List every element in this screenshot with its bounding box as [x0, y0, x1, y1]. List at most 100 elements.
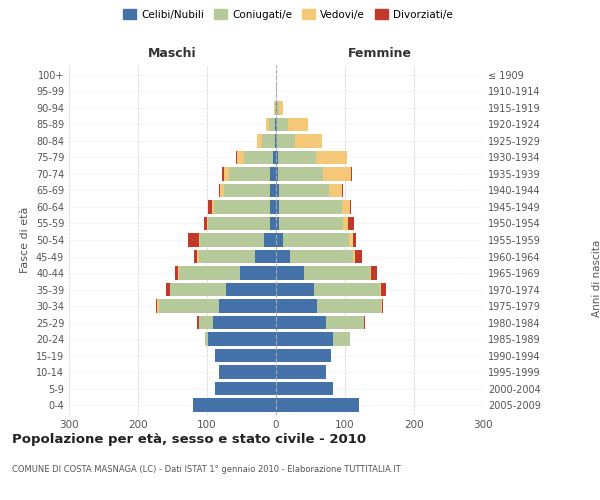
Bar: [276, 366, 326, 378]
Bar: [277, 118, 288, 131]
Bar: [276, 217, 280, 230]
Bar: [276, 234, 283, 246]
Bar: [276, 134, 277, 147]
Bar: [332, 332, 350, 345]
Legend: Celibi/Nubili, Coniugati/e, Vedovi/e, Divorziati/e: Celibi/Nubili, Coniugati/e, Vedovi/e, Di…: [119, 5, 457, 24]
Bar: [276, 85, 277, 98]
Bar: [207, 217, 208, 230]
Bar: [381, 300, 382, 312]
Text: COMUNE DI COSTA MASNAGA (LC) - Dati ISTAT 1° gennaio 2010 - Elaborazione TUTTITA: COMUNE DI COSTA MASNAGA (LC) - Dati ISTA…: [12, 466, 401, 474]
Bar: [224, 168, 229, 180]
Bar: [205, 332, 208, 345]
Bar: [277, 102, 280, 114]
Bar: [220, 366, 276, 378]
Bar: [214, 200, 271, 213]
Bar: [215, 349, 276, 362]
Bar: [220, 300, 276, 312]
Bar: [276, 184, 280, 197]
Bar: [353, 234, 356, 246]
Bar: [290, 250, 353, 263]
Bar: [276, 332, 332, 345]
Text: Maschi: Maschi: [148, 47, 197, 60]
Bar: [262, 134, 275, 147]
Bar: [212, 316, 276, 329]
Bar: [156, 300, 157, 312]
Bar: [276, 382, 332, 395]
Bar: [229, 168, 271, 180]
Bar: [269, 118, 275, 131]
Bar: [257, 134, 262, 147]
Bar: [197, 316, 199, 329]
Bar: [317, 300, 381, 312]
Bar: [271, 184, 276, 197]
Bar: [343, 217, 349, 230]
Bar: [244, 151, 272, 164]
Bar: [276, 118, 277, 131]
Text: Femmine: Femmine: [347, 47, 412, 60]
Bar: [203, 217, 207, 230]
Bar: [370, 266, 371, 280]
Bar: [276, 266, 304, 280]
Bar: [256, 250, 276, 263]
Bar: [341, 200, 350, 213]
Bar: [276, 151, 278, 164]
Bar: [222, 168, 224, 180]
Bar: [277, 134, 295, 147]
Bar: [278, 151, 316, 164]
Bar: [323, 168, 350, 180]
Bar: [280, 184, 329, 197]
Bar: [157, 300, 158, 312]
Bar: [295, 134, 322, 147]
Bar: [271, 217, 276, 230]
Bar: [175, 266, 178, 280]
Bar: [350, 168, 352, 180]
Bar: [224, 184, 271, 197]
Bar: [355, 250, 362, 263]
Bar: [276, 398, 359, 411]
Bar: [271, 168, 276, 180]
Bar: [236, 151, 244, 164]
Bar: [275, 118, 276, 131]
Bar: [276, 300, 317, 312]
Bar: [314, 283, 380, 296]
Bar: [276, 349, 331, 362]
Bar: [266, 118, 269, 131]
Bar: [280, 217, 343, 230]
Bar: [371, 266, 377, 280]
Bar: [208, 200, 212, 213]
Bar: [199, 316, 212, 329]
Bar: [178, 266, 179, 280]
Bar: [353, 250, 355, 263]
Bar: [304, 266, 370, 280]
Bar: [200, 234, 263, 246]
Bar: [166, 283, 170, 296]
Bar: [212, 200, 214, 213]
Bar: [263, 234, 276, 246]
Bar: [179, 266, 240, 280]
Bar: [199, 234, 200, 246]
Bar: [208, 332, 276, 345]
Bar: [275, 134, 276, 147]
Bar: [280, 200, 341, 213]
Y-axis label: Fasce di età: Fasce di età: [20, 207, 30, 273]
Bar: [350, 200, 351, 213]
Bar: [219, 184, 220, 197]
Text: Popolazione per età, sesso e stato civile - 2010: Popolazione per età, sesso e stato civil…: [12, 432, 366, 446]
Bar: [275, 102, 276, 114]
Bar: [280, 102, 283, 114]
Text: Anni di nascita: Anni di nascita: [592, 240, 600, 318]
Bar: [349, 234, 353, 246]
Bar: [170, 283, 226, 296]
Bar: [278, 168, 323, 180]
Bar: [274, 102, 275, 114]
Bar: [194, 250, 197, 263]
Bar: [159, 300, 220, 312]
Bar: [288, 118, 308, 131]
Bar: [326, 316, 364, 329]
Bar: [215, 382, 276, 395]
Bar: [276, 250, 290, 263]
Bar: [276, 200, 280, 213]
Bar: [380, 283, 381, 296]
Bar: [341, 184, 343, 197]
Bar: [272, 151, 276, 164]
